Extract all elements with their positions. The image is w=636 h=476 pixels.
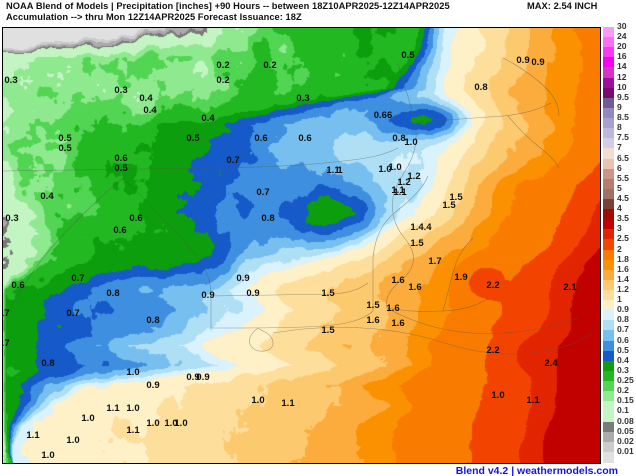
svg-text:1.0: 1.0 [41, 450, 54, 461]
svg-text:1.0: 1.0 [404, 137, 417, 148]
svg-text:0.9: 0.9 [246, 288, 259, 299]
svg-text:0.9: 0.9 [146, 380, 159, 391]
svg-text:1.6: 1.6 [391, 318, 404, 329]
svg-text:1.5: 1.5 [321, 325, 335, 336]
svg-text:0.6: 0.6 [113, 225, 126, 236]
svg-text:0.6: 0.6 [254, 133, 267, 144]
svg-text:2.1: 2.1 [563, 282, 577, 293]
svg-text:1.0: 1.0 [251, 395, 264, 406]
svg-text:0.5: 0.5 [114, 163, 128, 174]
svg-text:0.7: 0.7 [66, 308, 79, 319]
svg-text:1.9: 1.9 [454, 272, 467, 283]
svg-text:0.5: 0.5 [58, 143, 72, 154]
svg-text:0.7: 0.7 [3, 308, 10, 319]
svg-text:1.6: 1.6 [408, 282, 421, 293]
svg-text:1.1: 1.1 [26, 430, 40, 441]
svg-text:0.8: 0.8 [261, 213, 274, 224]
svg-text:1.1: 1.1 [281, 398, 295, 409]
svg-text:1.0: 1.0 [126, 403, 139, 414]
svg-text:0.4: 0.4 [139, 93, 153, 104]
svg-text:1.5: 1.5 [321, 288, 335, 299]
svg-text:0.5: 0.5 [186, 133, 200, 144]
svg-text:0.9: 0.9 [531, 57, 544, 68]
svg-text:0.7: 0.7 [226, 155, 239, 166]
svg-text:0.2: 0.2 [216, 75, 229, 86]
svg-text:1.0: 1.0 [491, 390, 504, 401]
svg-text:0.8: 0.8 [41, 358, 54, 369]
svg-text:1.1: 1.1 [126, 425, 140, 436]
svg-text:1.0: 1.0 [378, 164, 391, 175]
svg-text:0.6: 0.6 [129, 213, 142, 224]
svg-text:1.0: 1.0 [126, 367, 139, 378]
svg-text:1.6: 1.6 [391, 275, 404, 286]
svg-text:1.0: 1.0 [146, 418, 159, 429]
svg-text:0.8: 0.8 [392, 133, 405, 144]
svg-text:0.3: 0.3 [296, 93, 309, 104]
svg-text:1.7: 1.7 [428, 256, 441, 267]
svg-text:0.9: 0.9 [196, 372, 209, 383]
svg-text:0.5: 0.5 [401, 50, 415, 61]
svg-text:1: 1 [337, 165, 343, 176]
svg-text:1.1: 1.1 [526, 395, 540, 406]
svg-text:1.5: 1.5 [442, 200, 456, 211]
svg-text:0.8: 0.8 [106, 288, 119, 299]
svg-text:1.5: 1.5 [366, 300, 380, 311]
svg-text:0.6: 0.6 [298, 133, 311, 144]
svg-text:1.6: 1.6 [386, 303, 399, 314]
svg-text:0.2: 0.2 [263, 60, 276, 71]
svg-text:0.9: 0.9 [236, 273, 249, 284]
svg-text:1.1: 1.1 [106, 403, 120, 414]
svg-text:1.2: 1.2 [407, 171, 420, 182]
svg-text:0.3: 0.3 [4, 75, 17, 86]
svg-text:1.1: 1.1 [391, 185, 405, 196]
svg-text:0.9: 0.9 [516, 55, 529, 66]
svg-text:0.3: 0.3 [114, 85, 127, 96]
svg-text:0.8: 0.8 [474, 82, 487, 93]
svg-text:0.2: 0.2 [216, 60, 229, 71]
svg-text:0.66: 0.66 [374, 110, 393, 121]
svg-text:0.4: 0.4 [201, 113, 215, 124]
svg-text:2.2: 2.2 [486, 280, 499, 291]
svg-text:0.9: 0.9 [201, 290, 214, 301]
svg-text:0.4: 0.4 [143, 105, 157, 116]
svg-text:0.7: 0.7 [256, 187, 269, 198]
svg-text:1.6: 1.6 [366, 315, 379, 326]
svg-text:0.3: 0.3 [5, 213, 18, 224]
svg-text:0.4: 0.4 [40, 191, 54, 202]
svg-text:2.4: 2.4 [544, 358, 558, 369]
svg-text:1.0: 1.0 [81, 413, 94, 424]
svg-text:1.0: 1.0 [174, 418, 187, 429]
svg-text:2.2: 2.2 [486, 345, 499, 356]
svg-text:0.8: 0.8 [146, 315, 159, 326]
svg-text:0.6: 0.6 [11, 280, 24, 291]
svg-text:1.4.4: 1.4.4 [410, 222, 432, 233]
svg-text:0.7: 0.7 [3, 338, 10, 349]
svg-text:1.0: 1.0 [66, 435, 79, 446]
svg-text:1.5: 1.5 [410, 238, 424, 249]
svg-text:0.7: 0.7 [71, 273, 84, 284]
